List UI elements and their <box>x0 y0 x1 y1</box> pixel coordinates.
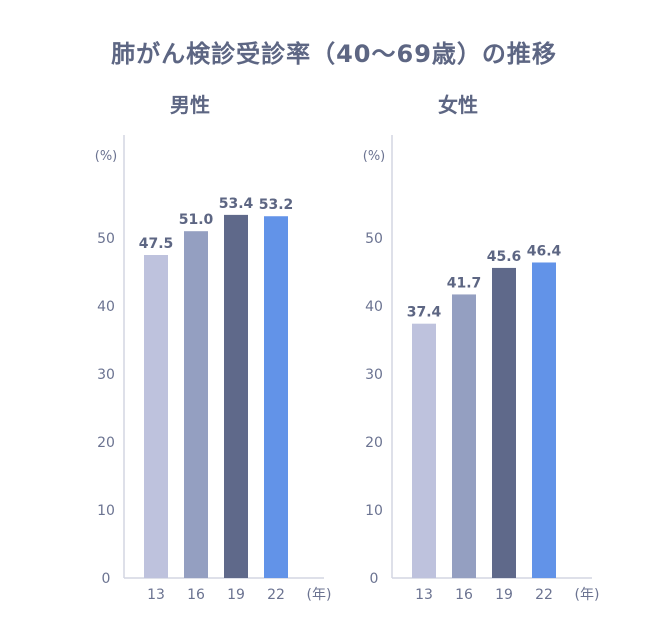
women-y-tick-label: 40 <box>365 299 383 315</box>
men-x-tick-label: 13 <box>147 587 165 603</box>
men-y-tick-label: 30 <box>97 367 115 383</box>
women-y-unit: (%) <box>363 149 386 164</box>
women-data-label: 37.4 <box>407 305 442 321</box>
men-data-label: 51.0 <box>179 212 214 228</box>
men-y-unit: (%) <box>95 149 118 164</box>
men-data-label: 53.2 <box>259 197 294 213</box>
women-x-tick-label: 16 <box>455 587 473 603</box>
men-y-tick-label: 0 <box>102 571 111 587</box>
women-bar <box>412 323 436 578</box>
chart-title: 肺がん検診受診率（40〜69歳）の推移 <box>111 40 557 68</box>
men-x-tick-label: 16 <box>187 587 205 603</box>
men-x-tick-label: 22 <box>267 587 285 603</box>
men-data-label: 53.4 <box>219 196 254 212</box>
women-y-tick-label: 0 <box>370 571 379 587</box>
men-x-tick-label: 19 <box>227 587 245 603</box>
men-bar <box>264 216 288 579</box>
women-y-tick-label: 10 <box>365 503 383 519</box>
women-x-tick-label: 19 <box>495 587 513 603</box>
men-bar <box>224 214 248 578</box>
women-x-unit: (年) <box>575 587 600 603</box>
women-data-label: 46.4 <box>527 243 562 259</box>
men-y-tick-label: 20 <box>97 435 115 451</box>
men-x-unit: (年) <box>307 587 332 603</box>
women-bar <box>532 262 556 578</box>
men-y-tick-label: 50 <box>97 231 115 247</box>
women-bar <box>452 294 476 578</box>
women-x-tick-label: 22 <box>535 587 553 603</box>
women-bar <box>492 267 516 578</box>
men-bar <box>144 255 168 578</box>
men-data-label: 47.5 <box>139 236 174 252</box>
men-y-tick-label: 10 <box>97 503 115 519</box>
women-data-label: 45.6 <box>487 249 522 265</box>
women-y-tick-label: 20 <box>365 435 383 451</box>
women-subtitle: 女性 <box>438 93 478 117</box>
men-bar <box>184 231 208 578</box>
men-subtitle: 男性 <box>170 93 210 117</box>
women-y-tick-label: 30 <box>365 367 383 383</box>
men-y-tick-label: 40 <box>97 299 115 315</box>
women-y-tick-label: 50 <box>365 231 383 247</box>
women-x-tick-label: 13 <box>415 587 433 603</box>
women-data-label: 41.7 <box>447 275 482 291</box>
